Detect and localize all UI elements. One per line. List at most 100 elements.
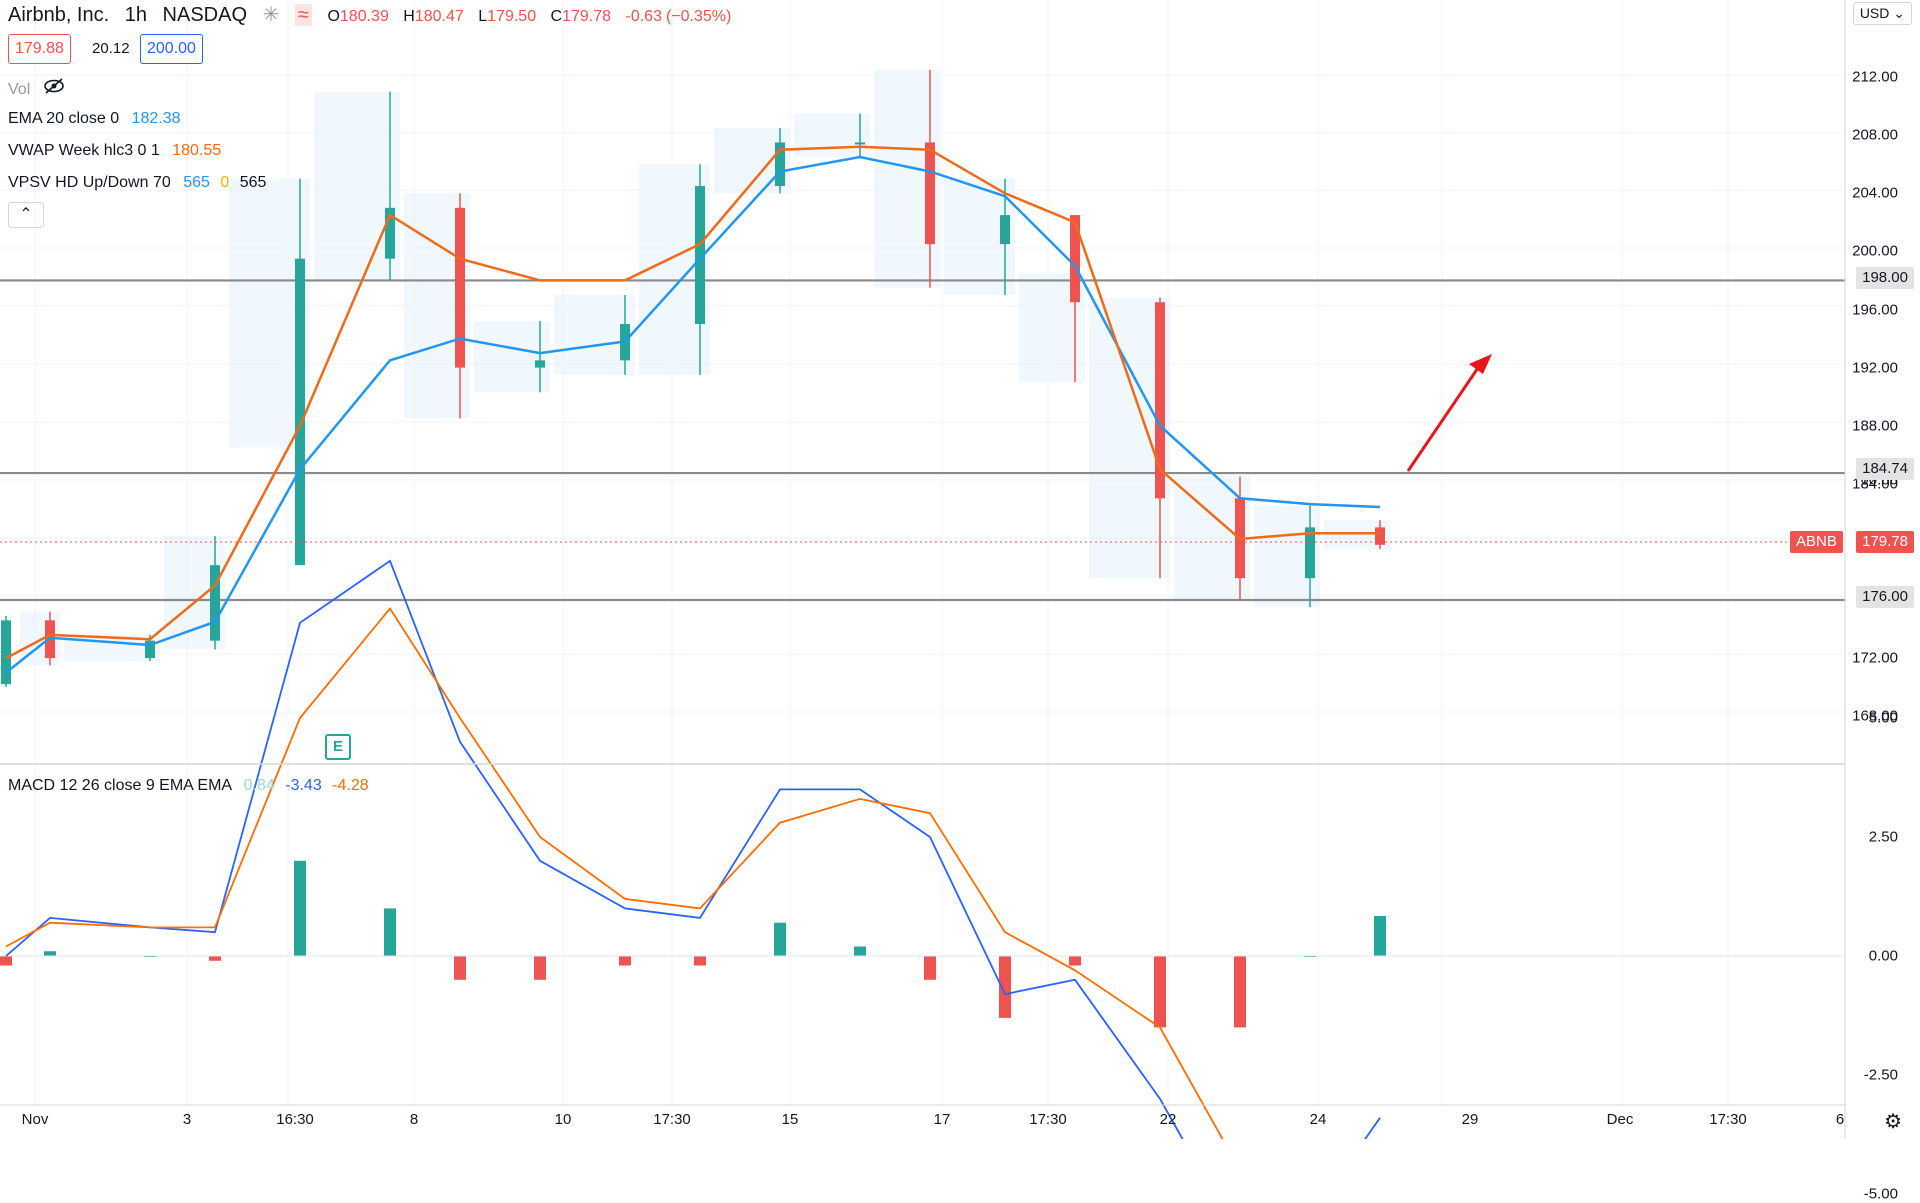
macd-signal-value: -4.28: [332, 777, 369, 794]
candle-body: [385, 207, 395, 259]
vwap-line: [5, 145, 1380, 660]
chevron-down-icon: ⌄: [1893, 5, 1905, 21]
macd-tick: 0.00: [1868, 947, 1898, 965]
price-tick: 168.00: [1852, 707, 1898, 725]
close-label: C: [550, 8, 563, 25]
macd-histogram-bar: [924, 956, 936, 980]
ask-button[interactable]: 200.00: [140, 34, 203, 64]
macd-legend[interactable]: MACD 12 26 close 9 EMA EMA 0.84 -3.43 -4…: [8, 777, 369, 795]
macd-line: [5, 559, 1381, 1139]
volume-profile-box: [794, 113, 870, 157]
ema-label: EMA 20 close 0: [8, 110, 120, 127]
candle-body: [1, 620, 11, 685]
vwap-label: VWAP Week hlc3 0 1: [8, 142, 160, 159]
candle-body: [1305, 527, 1315, 579]
symbol-tag: ABNB: [1790, 531, 1843, 553]
interval[interactable]: 1h: [124, 4, 147, 26]
macd-histogram-bar: [534, 956, 546, 980]
macd-histogram-bar: [854, 946, 866, 956]
candle-body: [455, 207, 465, 368]
high-label: H: [403, 8, 415, 25]
earnings-marker[interactable]: E: [325, 734, 351, 760]
candle-body: [855, 142, 865, 145]
time-label: 24: [1309, 1111, 1327, 1128]
time-label: Dec: [1606, 1111, 1634, 1128]
low-value: 179.50: [487, 8, 537, 25]
bid-button[interactable]: 179.88: [8, 34, 71, 64]
vpsv-down: 565: [239, 174, 267, 191]
candle-body: [1155, 302, 1165, 499]
price-tick: 172.00: [1852, 649, 1898, 667]
vwap-legend[interactable]: VWAP Week hlc3 0 1 180.55: [8, 142, 221, 160]
snowflake-icon[interactable]: ✳: [262, 4, 280, 26]
vwap-value: 180.55: [172, 142, 222, 159]
macd-hist-value: 0.84: [243, 777, 275, 794]
time-label: Nov: [21, 1111, 49, 1128]
macd-tick: 2.50: [1868, 828, 1898, 846]
ema-line: [5, 155, 1381, 674]
volume-profile-box: [474, 321, 550, 393]
ohlc-readout: O180.39 H180.47 L179.50 C179.78 -0.63 (−0…: [327, 8, 741, 25]
exchange: NASDAQ: [162, 4, 248, 26]
vpsv-legend[interactable]: VPSV HD Up/Down 70 565 0 565: [8, 174, 266, 192]
candle-body: [925, 142, 935, 245]
approx-icon[interactable]: ≈: [294, 4, 312, 26]
candle-body: [1375, 527, 1385, 545]
low-label: L: [478, 8, 488, 25]
level-tag-176: 176.00: [1856, 586, 1914, 608]
macd-histogram-bar: [1374, 916, 1386, 956]
price-chart[interactable]: [0, 0, 1920, 1139]
volume-legend[interactable]: Vol: [8, 78, 65, 99]
time-label: 17:30: [1029, 1111, 1067, 1128]
time-label: 8: [409, 1111, 419, 1128]
macd-histogram-bar: [1234, 956, 1246, 1028]
candle-body: [295, 258, 305, 566]
macd-histogram: [0, 860, 1845, 1028]
open-value: 180.39: [339, 8, 389, 25]
macd-histogram-bar: [1154, 956, 1166, 1028]
time-label: 10: [554, 1111, 572, 1128]
spread-value: 20.12: [92, 40, 130, 57]
time-label: 17:30: [653, 1111, 691, 1128]
macd-histogram-bar: [454, 956, 466, 980]
candle-body: [1070, 215, 1080, 303]
macd-tick: 5.00: [1868, 709, 1898, 727]
ema-legend[interactable]: EMA 20 close 0 182.38: [8, 110, 181, 128]
trend-arrow[interactable]: [1406, 354, 1492, 472]
vpsv-label: VPSV HD Up/Down 70: [8, 174, 171, 191]
macd-line-value: -3.43: [285, 777, 322, 794]
price-tick: 208.00: [1852, 126, 1898, 144]
change-percent: (−0.35%): [665, 8, 732, 25]
macd-tick: -2.50: [1863, 1066, 1898, 1084]
price-tick: 204.00: [1852, 184, 1898, 202]
macd-histogram-bar: [619, 956, 631, 966]
current-price-tag: 179.78: [1856, 531, 1914, 553]
vpsv-mid: 0: [220, 174, 230, 191]
close-value: 179.78: [562, 8, 612, 25]
price-tick: 212.00: [1852, 68, 1898, 86]
time-label: 17:30: [1709, 1111, 1747, 1128]
price-tick: 192.00: [1852, 359, 1898, 377]
vpsv-up: 565: [183, 174, 210, 191]
currency-selector[interactable]: USD ⌄: [1852, 2, 1912, 25]
candle-body: [210, 565, 220, 641]
macd-histogram-bar: [1069, 956, 1081, 966]
macd-label: MACD 12 26 close 9 EMA EMA: [8, 777, 232, 794]
time-label: 22: [1159, 1111, 1177, 1128]
macd-histogram-bar: [694, 956, 706, 966]
volume-profile-boxes: [20, 69, 1390, 666]
open-label: O: [327, 8, 340, 25]
macd-histogram-bar: [209, 956, 221, 961]
collapse-legend-button[interactable]: ⌃: [8, 202, 44, 228]
chevron-up-icon: ⌃: [19, 206, 33, 223]
volume-label: Vol: [8, 81, 31, 98]
symbol-name[interactable]: Airbnb, Inc.: [8, 4, 110, 26]
signal-line: [5, 606, 1224, 1139]
change-value: -0.63: [625, 8, 662, 25]
time-label: 16:30: [276, 1111, 314, 1128]
currency-label: USD: [1859, 5, 1890, 21]
candle-body: [145, 640, 155, 659]
gear-icon[interactable]: ⚙: [1884, 1111, 1902, 1133]
eye-slash-icon[interactable]: [43, 78, 65, 98]
macd-tick: -5.00: [1863, 1185, 1898, 1203]
